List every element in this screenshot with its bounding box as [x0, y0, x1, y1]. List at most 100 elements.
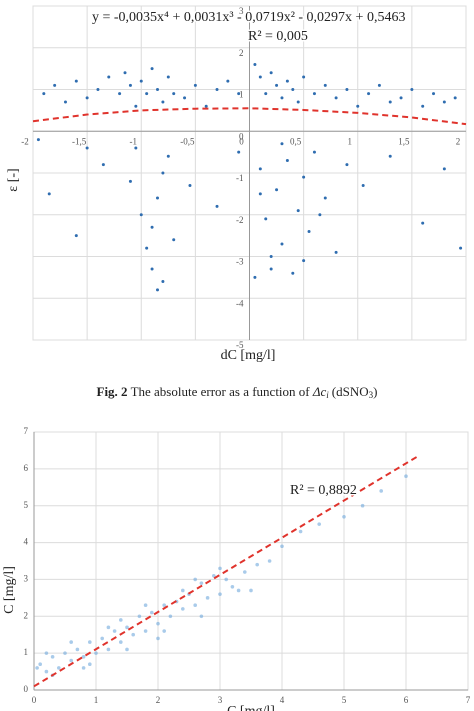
data-point	[168, 614, 173, 619]
data-point	[258, 167, 262, 171]
data-point	[81, 666, 86, 670]
data-point	[267, 559, 272, 563]
data-point	[296, 100, 300, 104]
caption-label: Fig. 2	[97, 384, 128, 399]
data-point	[85, 146, 89, 150]
data-point	[161, 100, 165, 104]
data-point	[145, 92, 149, 96]
y-tick-label: -2	[236, 215, 244, 225]
data-point	[166, 154, 170, 158]
data-point	[226, 79, 230, 83]
data-point	[312, 92, 316, 96]
data-point	[218, 566, 222, 571]
data-point	[69, 640, 73, 644]
data-point	[342, 514, 346, 519]
x-tick-label: -2	[21, 136, 29, 146]
data-point	[243, 570, 247, 574]
trend-line	[33, 455, 419, 688]
x-tick-label: 4	[280, 695, 285, 705]
caption-subscript: i	[326, 390, 329, 400]
data-point	[94, 651, 98, 655]
data-point	[161, 280, 165, 284]
y-tick-label: 2	[24, 610, 29, 620]
data-point	[139, 79, 143, 83]
data-point	[101, 163, 105, 167]
data-point	[280, 544, 284, 549]
data-point	[275, 83, 279, 87]
x-tick-label: 2	[456, 136, 461, 146]
data-point	[264, 217, 268, 221]
data-point	[345, 88, 349, 91]
data-point	[285, 158, 289, 162]
trend-line	[32, 107, 467, 126]
y-tick-label: 0	[239, 131, 244, 141]
data-point	[421, 104, 425, 108]
data-point	[388, 100, 392, 104]
data-point	[285, 79, 289, 83]
x-tick-label: 7	[466, 695, 471, 705]
data-point	[128, 179, 132, 183]
y-tick-label: -3	[236, 257, 244, 267]
data-point	[75, 647, 80, 652]
data-point	[123, 71, 127, 75]
data-point	[323, 83, 327, 87]
data-point	[156, 636, 160, 641]
data-point	[379, 489, 384, 493]
data-point	[172, 238, 176, 242]
data-point	[125, 625, 129, 630]
data-point	[264, 92, 268, 96]
y-axis-label: C [mg/l]	[2, 566, 17, 614]
data-point	[255, 562, 259, 567]
data-point	[193, 577, 197, 582]
x-tick-label: 1	[348, 136, 353, 146]
data-point	[323, 196, 327, 200]
y-tick-label: 6	[24, 463, 29, 473]
data-point	[249, 588, 253, 593]
data-point	[145, 246, 149, 250]
data-point	[269, 71, 273, 75]
data-point	[166, 75, 170, 79]
data-point	[106, 625, 111, 630]
data-point	[302, 75, 306, 79]
data-point	[119, 618, 123, 622]
data-point	[162, 629, 166, 633]
data-point	[100, 636, 104, 641]
data-point	[150, 267, 154, 271]
data-point	[453, 96, 457, 100]
data-point	[205, 596, 210, 600]
data-point	[275, 188, 279, 192]
data-point	[155, 288, 159, 292]
data-point	[230, 585, 235, 589]
data-point	[156, 621, 160, 626]
data-point	[183, 96, 187, 100]
data-point	[106, 647, 111, 652]
data-point	[253, 275, 257, 279]
data-point	[302, 259, 306, 263]
y-tick-label: 5	[24, 500, 29, 510]
x-tick-label: 3	[218, 695, 223, 705]
plot-frame	[33, 431, 469, 691]
x-tick-label: 0,5	[290, 136, 302, 146]
x-tick-label: -1	[130, 136, 138, 146]
data-point	[377, 83, 381, 87]
data-point	[218, 592, 222, 596]
caption-symbol: Δc	[312, 384, 327, 399]
data-point	[302, 175, 306, 179]
data-point	[88, 640, 92, 644]
data-point	[188, 184, 192, 188]
data-point	[161, 171, 165, 175]
caption-tail-end: )	[373, 384, 377, 399]
x-axis-label: dC [mg/l]	[221, 348, 276, 363]
data-point	[215, 88, 219, 91]
y-tick-label: -1	[236, 173, 244, 183]
data-point	[291, 88, 295, 91]
caption-tail-sub: 3	[369, 390, 374, 400]
data-point	[181, 588, 185, 593]
data-point	[237, 150, 241, 154]
y-tick-label: -4	[236, 298, 244, 308]
data-point	[404, 474, 408, 479]
y-tick-label: 4	[24, 537, 29, 547]
data-point	[181, 607, 185, 611]
data-point	[432, 92, 436, 96]
